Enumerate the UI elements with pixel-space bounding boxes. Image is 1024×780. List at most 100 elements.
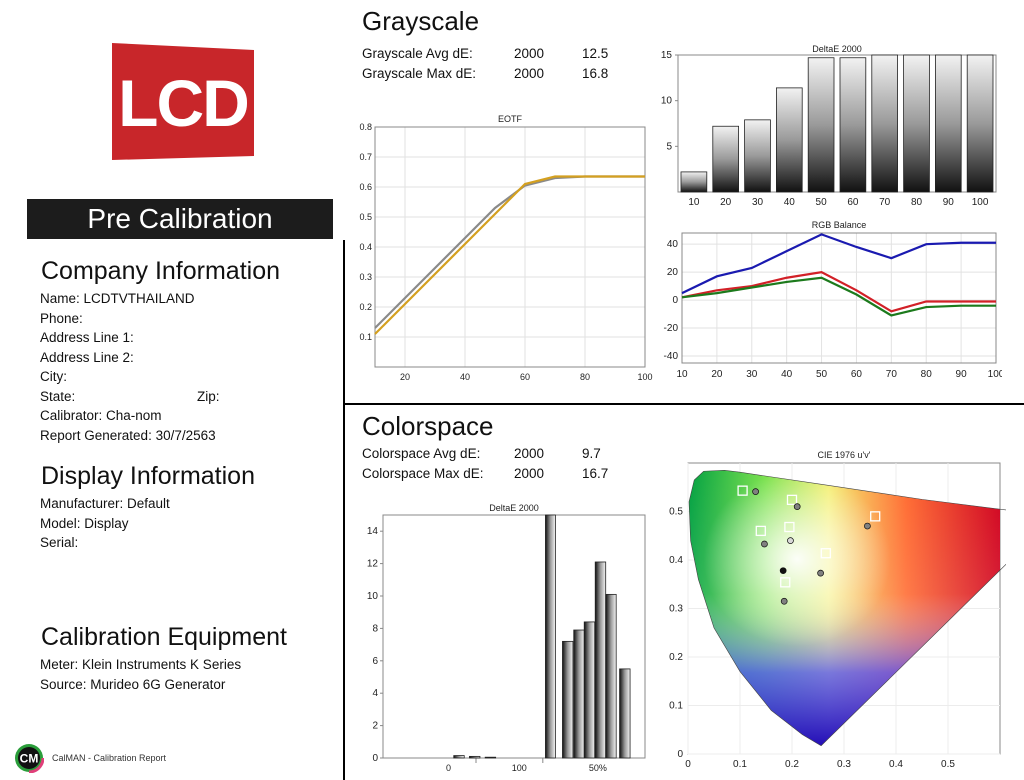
cie-measured-point xyxy=(864,522,871,530)
cie-ytick: 0 xyxy=(677,749,683,760)
rgb-series-2 xyxy=(681,276,996,317)
equipment-heading: Calibration Equipment xyxy=(41,623,287,651)
gray-de-xtick: 40 xyxy=(784,197,796,208)
cie-title: CIE 1976 u'v' xyxy=(818,450,871,460)
gray-de-bar xyxy=(839,57,867,193)
gray-de-bar xyxy=(934,54,962,193)
cie-chart: CIE 1976 u'v' 0 0.1 0.2 0.3 0.4 0.5 0 0.1 0.2 0.3 0… xyxy=(669,450,1006,770)
cs-de-bar xyxy=(605,593,617,759)
calman-logo: CM xyxy=(13,742,45,774)
cs-de-bar xyxy=(469,755,481,759)
cie-measured-point xyxy=(761,540,768,548)
company-name: Name: LCDTVTHAILAND xyxy=(40,291,195,306)
lcd-logo: LCD xyxy=(112,43,254,160)
cie-xtick: 0.5 xyxy=(941,759,955,770)
gray-de-xtick: 30 xyxy=(752,197,764,208)
grayscale-deltae-chart: DeltaE 2000 5 10 15 10 20 30 40 50 60 70 80 90 100 xyxy=(661,44,997,208)
cs-de-ytick: 6 xyxy=(372,656,378,667)
eotf-xtick: 80 xyxy=(580,372,590,382)
cs-de-ytick: 2 xyxy=(372,721,378,732)
eotf-ytick: 0.6 xyxy=(359,182,372,192)
gray-de-xtick: 80 xyxy=(911,197,923,208)
cs-de-xtick: 50% xyxy=(589,763,607,773)
eotf-title: EOTF xyxy=(498,114,523,124)
colorspace-max-value: 16.7 xyxy=(582,466,609,481)
rgb-title: RGB Balance xyxy=(812,220,867,230)
eotf-ytick: 0.2 xyxy=(359,302,372,312)
company-info: Name: LCDTVTHAILAND Phone: Address Line … xyxy=(40,289,330,445)
cie-ytick: 0.3 xyxy=(669,604,683,615)
rgb-xtick: 50 xyxy=(816,369,828,380)
rgb-xtick: 100 xyxy=(988,369,1002,380)
cie-target xyxy=(820,548,831,559)
rgb-series-0 xyxy=(681,233,996,295)
cie-measured-point xyxy=(793,503,801,511)
rgb-balance-chart: RGB Balance -40 -20 0 20 40 10 20 30 40 50 60 70 80 90… xyxy=(664,220,1002,380)
cs-de-bar xyxy=(583,621,596,759)
grayscale-avg-label: Grayscale Avg dE: xyxy=(362,46,473,61)
cs-de-xtick: 0 xyxy=(446,763,451,773)
grayscale-avg-std: 2000 xyxy=(514,46,545,61)
rgb-xtick: 60 xyxy=(851,369,863,380)
eotf-series-1 xyxy=(374,175,645,335)
display-model: Model: Display xyxy=(40,515,129,531)
cs-de-bar xyxy=(453,755,465,759)
company-report-date: Report Generated: 30/7/2563 xyxy=(40,427,216,443)
gray-de-bar xyxy=(807,57,835,193)
display-serial: Serial: xyxy=(40,535,79,550)
rgb-frame xyxy=(681,232,997,364)
eotf-xtick: 40 xyxy=(460,372,470,382)
gray-de-xtick: 90 xyxy=(943,197,955,208)
cs-de-ytick: 4 xyxy=(372,688,378,699)
cs-de-ytick: 14 xyxy=(367,526,379,537)
grayscale-max-label: Grayscale Max dE: xyxy=(362,66,477,81)
cie-locus xyxy=(688,469,1006,747)
colorspace-deltae-chart: DeltaE 2000 0 2 4 6 8 10 12 14 0 100 50% xyxy=(367,503,646,773)
grayscale-heading: Grayscale xyxy=(362,6,480,36)
equipment-source: Source: Murideo 6G Generator xyxy=(40,676,226,692)
cie-measured-point xyxy=(752,488,759,495)
colorspace-avg-value: 9.7 xyxy=(582,446,601,461)
gray-de-bar xyxy=(712,125,739,193)
rgb-ytick: 20 xyxy=(667,267,679,278)
rgb-xtick: 10 xyxy=(676,369,688,380)
cie-xtick: 0.3 xyxy=(837,759,851,770)
cie-xtick: 0 xyxy=(685,759,691,770)
rgb-xtick: 90 xyxy=(956,369,968,380)
company-phone: Phone: xyxy=(40,310,83,326)
equipment-info: Meter: Klein Instruments K Series Source… xyxy=(40,655,241,694)
eotf-ytick: 0.4 xyxy=(359,242,372,252)
rgb-ytick: -20 xyxy=(664,323,679,334)
cie-xtick: 0.1 xyxy=(733,759,747,770)
eotf-ytick: 0.1 xyxy=(359,332,372,342)
colorspace-max-row: Colorspace Max dE: 2000 16.7 xyxy=(362,466,652,484)
company-heading: Company Information xyxy=(41,257,281,285)
cie-target xyxy=(737,485,748,496)
footer: CM CalMAN - Calibration Report xyxy=(13,742,166,774)
rgb-xtick: 40 xyxy=(781,369,793,380)
colorspace-max-label: Colorspace Max dE: xyxy=(362,466,484,481)
cie-target xyxy=(786,494,798,506)
logo-text: LCD xyxy=(118,66,248,140)
eotf-chart: EOTF 0.1 0.2 0.3 0.4 0.5 0.6 0.7 0.8 20 40 60 80 100 xyxy=(359,114,652,382)
pre-calibration-banner: Pre Calibration xyxy=(27,199,333,239)
gray-de-xtick: 10 xyxy=(688,197,700,208)
cie-ytick: 0.1 xyxy=(669,701,683,712)
gray-de-xtick: 20 xyxy=(720,197,732,208)
display-info: Manufacturer: Default Model: Display Ser… xyxy=(40,494,170,553)
cs-de-ytick: 10 xyxy=(367,591,379,602)
display-heading: Display Information xyxy=(41,462,255,490)
cs-de-bar xyxy=(562,640,574,759)
footer-text: CalMAN - Calibration Report xyxy=(52,753,167,763)
cie-target xyxy=(755,525,766,537)
company-zip: Zip: xyxy=(197,388,220,404)
cs-de-bar xyxy=(573,629,585,759)
company-address2: Address Line 2: xyxy=(40,349,134,365)
cs-de-xtick: 100 xyxy=(512,763,527,773)
gray-de-xtick: 60 xyxy=(847,197,859,208)
company-city: City: xyxy=(40,369,67,384)
cie-measured-point xyxy=(787,537,794,544)
cs-de-title: DeltaE 2000 xyxy=(489,503,539,513)
colorspace-avg-row: Colorspace Avg dE: 2000 9.7 xyxy=(362,446,652,464)
grayscale-max-std: 2000 xyxy=(514,66,545,81)
